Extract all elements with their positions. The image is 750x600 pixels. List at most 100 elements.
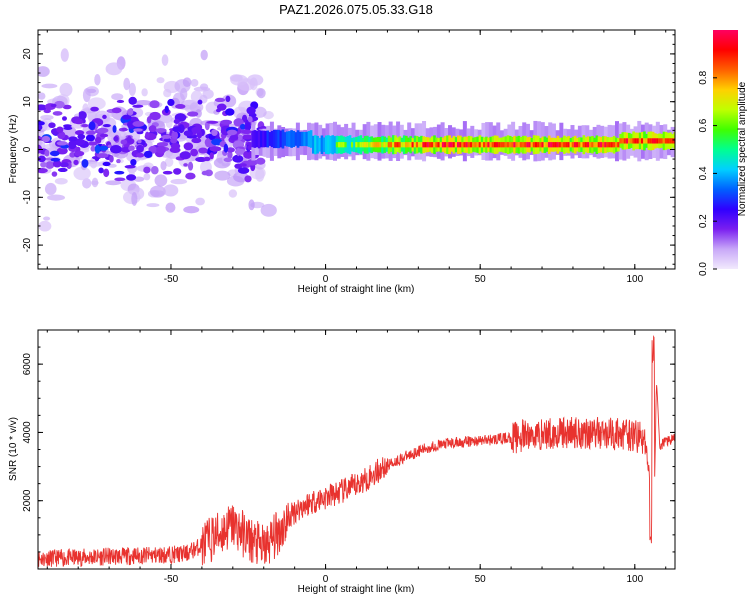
spectral-blob <box>81 159 89 168</box>
band-core <box>396 142 399 148</box>
spectral-blob <box>62 104 72 110</box>
band-core <box>428 142 432 148</box>
spectral-blob <box>47 194 66 201</box>
spectral-blob <box>85 134 96 142</box>
spectral-blob <box>114 170 125 175</box>
spectral-blob <box>133 128 143 132</box>
spectral-blob <box>94 73 101 86</box>
spectral-blob <box>232 154 244 163</box>
band-core <box>342 142 345 148</box>
band-core <box>617 142 620 148</box>
spectral-blob <box>191 137 202 144</box>
spectral-blob <box>128 145 135 151</box>
spectral-blob <box>50 103 57 108</box>
spectral-blob <box>136 152 145 158</box>
spectral-blob <box>38 135 41 140</box>
spectral-blob <box>52 160 62 168</box>
spectral-blob <box>132 120 145 127</box>
band-core <box>513 142 516 148</box>
chart-title: PAZ1.2026.075.05.33.G18 <box>279 2 433 17</box>
spectral-blob <box>94 136 102 144</box>
spectral-blob <box>41 135 51 143</box>
band-segment <box>298 131 302 147</box>
band-core <box>578 142 581 148</box>
band-core <box>645 138 648 144</box>
band-core <box>441 142 445 148</box>
spectral-blob <box>82 88 91 103</box>
spectral-blob <box>60 48 69 62</box>
spectral-blob <box>183 206 200 214</box>
band-core <box>439 142 443 148</box>
band-core <box>550 142 553 148</box>
band-core <box>619 138 622 144</box>
spectral-blob <box>240 163 247 167</box>
band-segment <box>273 129 276 149</box>
spectral-blob <box>49 150 60 157</box>
band-core <box>563 142 566 148</box>
band-core <box>560 142 564 148</box>
band-segment <box>320 135 324 154</box>
spectral-blob <box>38 66 50 77</box>
band-core <box>482 142 486 148</box>
band-core <box>491 142 495 148</box>
band-core <box>478 142 482 148</box>
band-core <box>664 138 668 144</box>
band-core <box>489 142 493 148</box>
band-core <box>409 142 412 148</box>
band-core <box>459 142 462 148</box>
spectral-blob <box>223 143 229 153</box>
band-segment <box>314 135 317 155</box>
band-segment <box>264 130 267 148</box>
spectral-blob <box>123 77 131 91</box>
band-core <box>597 142 601 148</box>
spectral-blob <box>161 134 172 139</box>
band-core <box>424 142 428 148</box>
spectral-blob <box>211 138 223 146</box>
band-core <box>448 142 451 148</box>
band-core <box>552 142 555 148</box>
band-core <box>405 142 408 148</box>
band-core <box>359 142 363 148</box>
band-segment <box>253 130 257 148</box>
spectral-blob <box>111 93 124 101</box>
spectral-blob <box>242 134 253 140</box>
spectral-blob <box>112 125 117 133</box>
spectral-blob <box>172 126 182 133</box>
band-core <box>400 142 404 148</box>
spectral-blob <box>126 174 137 181</box>
band-segment <box>288 131 291 147</box>
spectral-blob <box>141 88 148 97</box>
x-tick-label: 100 <box>626 574 643 585</box>
spectral-blob <box>198 147 208 154</box>
spectral-blob <box>87 97 106 110</box>
spectral-blob <box>226 147 235 153</box>
band-core <box>389 142 393 148</box>
band-core <box>599 142 603 148</box>
band-core <box>385 142 389 148</box>
band-core <box>376 142 380 148</box>
band-core <box>456 142 460 148</box>
spectral-blob <box>173 168 182 175</box>
spectral-blob <box>220 119 233 125</box>
spectral-blob <box>102 161 111 167</box>
band-core <box>673 138 675 144</box>
band-core <box>643 138 646 144</box>
band-core <box>606 142 609 148</box>
spectral-blob <box>155 128 167 133</box>
band-core <box>344 142 348 148</box>
y-tick-label: 4000 <box>22 421 33 444</box>
spectral-blob <box>165 120 173 128</box>
band-core <box>431 142 434 148</box>
band-core <box>604 142 607 148</box>
band-core <box>418 142 421 148</box>
band-core <box>426 142 430 148</box>
band-core <box>381 142 384 148</box>
band-core <box>370 142 374 148</box>
band-core <box>532 142 536 148</box>
spectral-blob <box>131 192 138 206</box>
band-core <box>392 142 395 148</box>
band-segment <box>346 136 350 154</box>
spectral-blob <box>135 99 152 106</box>
spectrogram-x-ticks: -50 0 50 100 <box>46 30 667 285</box>
band-core <box>543 142 547 148</box>
